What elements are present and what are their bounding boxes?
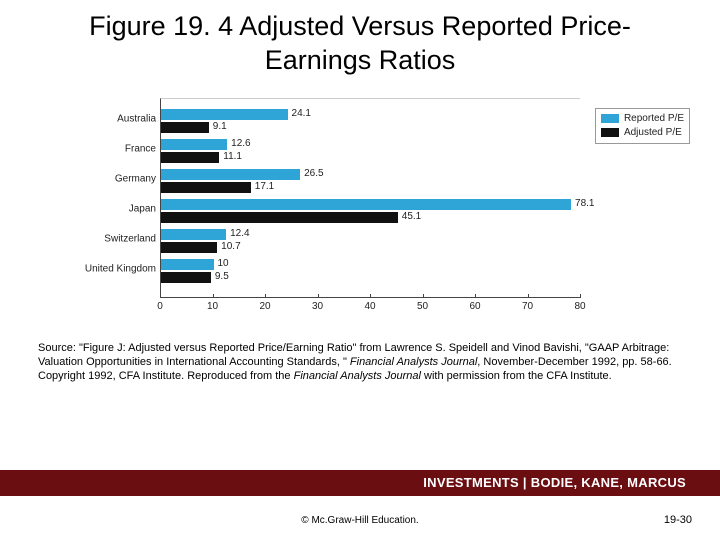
bar-adjusted: 17.1 xyxy=(161,182,251,193)
x-tick-label: 40 xyxy=(364,301,375,312)
bar-group: 12.611.1 xyxy=(161,137,580,167)
plot-area: 24.19.112.611.126.517.178.145.112.410.71… xyxy=(160,98,580,298)
slide-title: Figure 19. 4 Adjusted Versus Reported Pr… xyxy=(0,0,720,86)
bar-value-label: 24.1 xyxy=(288,108,311,119)
bar-group: 24.19.1 xyxy=(161,107,580,137)
x-tick-label: 20 xyxy=(259,301,270,312)
source-citation: Source: "Figure J: Adjusted versus Repor… xyxy=(0,323,720,384)
y-axis-labels: Australia France Germany Japan Switzerland Un… xyxy=(60,98,156,298)
category-label: Japan xyxy=(129,203,156,214)
bar-reported: 78.1 xyxy=(161,199,571,210)
bar-value-label: 9.5 xyxy=(211,271,229,282)
x-tick-mark xyxy=(265,294,266,298)
bar-reported: 26.5 xyxy=(161,169,300,180)
legend-label: Reported P/E xyxy=(624,112,684,126)
bar-value-label: 78.1 xyxy=(571,198,594,209)
x-tick-label: 80 xyxy=(574,301,585,312)
copyright: © Mc.Graw-Hill Education. xyxy=(0,515,720,526)
bar-adjusted: 9.1 xyxy=(161,122,209,133)
footer-bar: INVESTMENTS | BODIE, KANE, MARCUS xyxy=(0,470,720,496)
page-number: 19-30 xyxy=(664,514,692,526)
bar-value-label: 12.4 xyxy=(226,228,249,239)
x-tick-mark xyxy=(580,294,581,298)
category-label: United Kingdom xyxy=(85,263,156,274)
bar-value-label: 17.1 xyxy=(251,181,274,192)
x-tick-mark xyxy=(528,294,529,298)
bar-value-label: 11.1 xyxy=(219,151,242,162)
bar-reported: 12.6 xyxy=(161,139,227,150)
x-tick-mark xyxy=(213,294,214,298)
x-tick-mark xyxy=(423,294,424,298)
bar-value-label: 12.6 xyxy=(227,138,250,149)
category-label: Australia xyxy=(117,113,156,124)
bar-value-label: 9.1 xyxy=(209,121,227,132)
bar-reported: 10 xyxy=(161,259,214,270)
bar-group: 26.517.1 xyxy=(161,167,580,197)
x-tick-label: 30 xyxy=(312,301,323,312)
x-tick-mark xyxy=(160,294,161,298)
bar-adjusted: 9.5 xyxy=(161,272,211,283)
legend-swatch xyxy=(601,128,619,137)
x-tick-mark xyxy=(475,294,476,298)
source-italic-2: Financial Analysts Journal xyxy=(294,370,421,382)
source-suffix: with permission from the CFA Institute. xyxy=(421,370,612,382)
category-label: France xyxy=(125,143,156,154)
x-tick-label: 0 xyxy=(157,301,163,312)
bar-adjusted: 11.1 xyxy=(161,152,219,163)
bar-reported: 12.4 xyxy=(161,229,226,240)
legend-swatch xyxy=(601,114,619,123)
legend-item: Reported P/E xyxy=(601,112,684,126)
bar-value-label: 10 xyxy=(214,258,229,269)
x-tick-label: 60 xyxy=(469,301,480,312)
legend-label: Adjusted P/E xyxy=(624,126,682,140)
bar-adjusted: 10.7 xyxy=(161,242,217,253)
x-axis-ticks: 01020304050607080 xyxy=(160,298,580,318)
bar-group: 78.145.1 xyxy=(161,197,580,227)
legend: Reported P/EAdjusted P/E xyxy=(595,108,690,144)
bar-adjusted: 45.1 xyxy=(161,212,398,223)
chart: Australia France Germany Japan Switzerland Un… xyxy=(60,98,660,323)
bar-value-label: 45.1 xyxy=(398,211,421,222)
bar-group: 12.410.7 xyxy=(161,227,580,257)
x-tick-label: 50 xyxy=(417,301,428,312)
bar-reported: 24.1 xyxy=(161,109,288,120)
category-label: Switzerland xyxy=(104,233,156,244)
x-tick-mark xyxy=(370,294,371,298)
x-tick-label: 70 xyxy=(522,301,533,312)
bar-group: 109.5 xyxy=(161,257,580,287)
bar-value-label: 10.7 xyxy=(217,241,240,252)
category-label: Germany xyxy=(115,173,156,184)
bar-value-label: 26.5 xyxy=(300,168,323,179)
legend-item: Adjusted P/E xyxy=(601,126,684,140)
source-italic-1: Financial Analysts Journal xyxy=(350,356,477,368)
x-tick-label: 10 xyxy=(207,301,218,312)
x-tick-mark xyxy=(318,294,319,298)
